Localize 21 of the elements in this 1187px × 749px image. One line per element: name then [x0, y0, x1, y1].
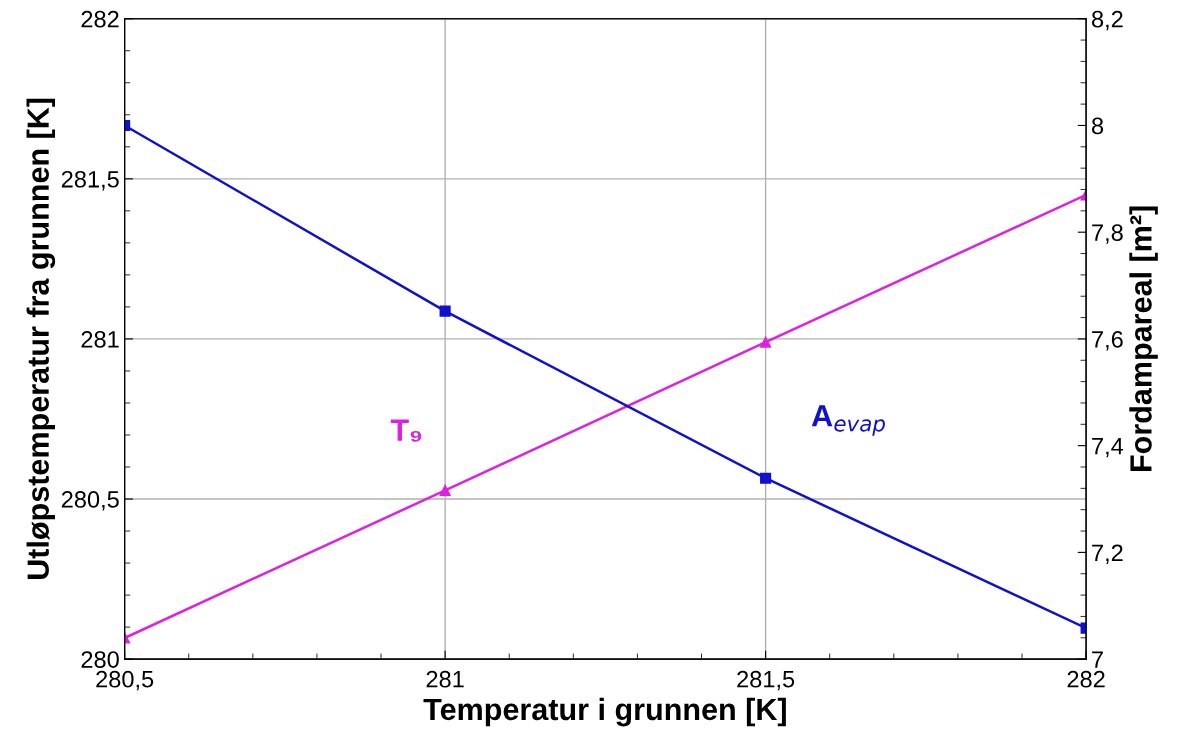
series-label: T₉ [390, 419, 422, 442]
x-tick-label: 281 [426, 670, 464, 688]
y-tick-label: 281,5 [61, 170, 119, 191]
y-tick-label: 280,5 [61, 491, 119, 511]
series-label: A$_{evap}$ [811, 405, 885, 436]
y-axis-title: Utløpstemperatur fra grunnen [K] [26, 98, 56, 579]
x-axis-title: Temperatur i grunnen [K] [423, 697, 786, 727]
y2-tick-label: 7,4 [1092, 437, 1124, 458]
y2-tick-label: 7,8 [1092, 224, 1123, 244]
y2-tick-label: 8,2 [1091, 10, 1123, 31]
x-tick-label: 280,5 [96, 670, 154, 691]
x-tick-label: 282 [1067, 670, 1105, 688]
y2-tick-label: 8 [1091, 117, 1104, 135]
y-tick-label: 281 [81, 330, 119, 348]
y-tick-label: 280 [81, 651, 119, 668]
y2-tick-label: 7,2 [1092, 544, 1123, 564]
x-tick-label: 281,5 [737, 670, 795, 691]
y2-axis-title: Fordampareal [m²] [1129, 206, 1158, 471]
y2-tick-label: 7,6 [1092, 330, 1123, 351]
y2-tick-label: 7 [1092, 651, 1103, 668]
y-tick-label: 282 [81, 10, 119, 28]
